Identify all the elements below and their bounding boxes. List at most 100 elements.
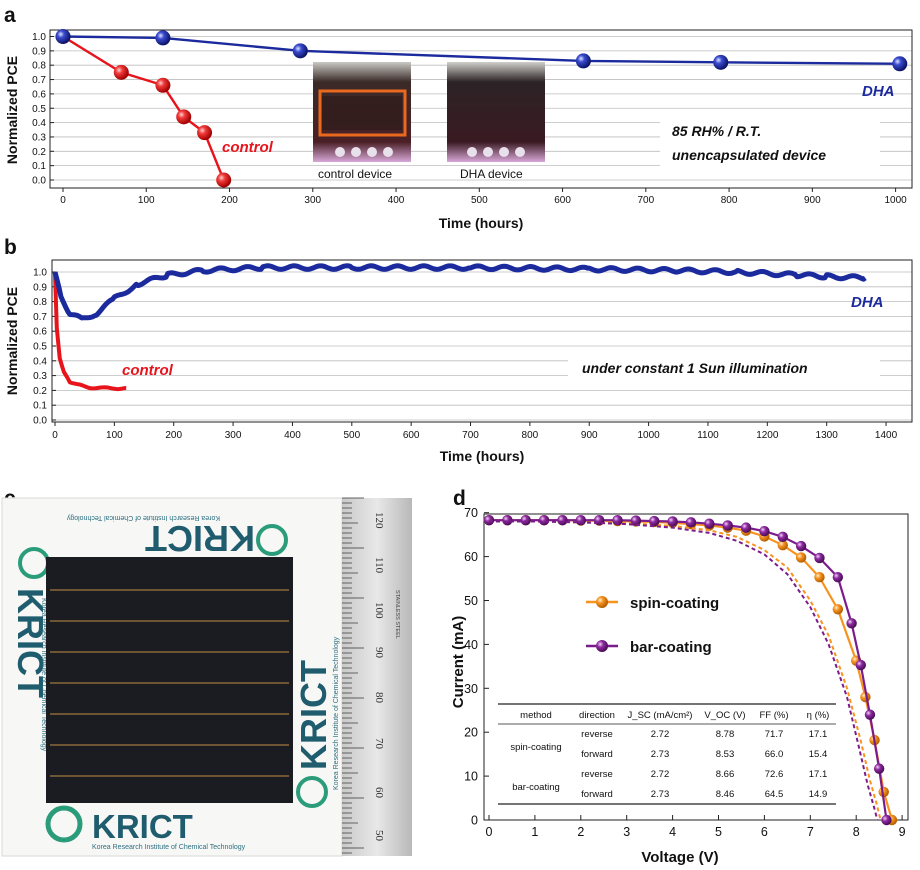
krict-logo-left: KRICT Korea Research Institute of Chemic…: [10, 547, 51, 752]
solar-module: [46, 557, 293, 803]
table-cell: 8.78: [716, 729, 735, 740]
annotation-box-b: [568, 354, 880, 380]
table-body: spin-coating reverse 2.72 8.78 71.7 17.1 forwa…: [510, 729, 827, 800]
ruler-number: 120: [373, 512, 385, 529]
table-cell: 17.1: [809, 729, 828, 740]
x-tick-label-a: 1000: [884, 195, 907, 206]
table-cell: reverse: [581, 729, 613, 740]
data-point-bar-coating-reverse: [520, 514, 531, 526]
module-stripes: [50, 589, 289, 777]
data-point-control-a: [155, 77, 171, 93]
y-tick-label-b: 0.6: [33, 327, 47, 338]
series-label-dha-a: DHA: [862, 83, 895, 100]
data-point-spin-coating-reverse: [795, 552, 807, 563]
series-label-dha-b: DHA: [851, 294, 884, 311]
x-tick-label-a: 800: [721, 195, 738, 206]
y-tick-label-b: 0.3: [33, 371, 47, 382]
panel-letter-b: b: [4, 236, 17, 259]
x-tick-label-b: 1100: [697, 430, 719, 441]
data-point-bar-coating-reverse: [630, 515, 642, 526]
table-cell: 72.6: [765, 769, 784, 780]
x-tick-label-a: 300: [304, 195, 321, 206]
chart-b-ylabel: Normalized PCE: [4, 287, 20, 395]
chart-a: 0.0 0.1 0.2 0.3 0.4 0.5 0.6 0.7 0.8 0.9 1.0 0 100 200…: [4, 29, 913, 231]
x-tick-label-d: 5: [715, 825, 722, 839]
ruler-number: 60: [373, 787, 385, 799]
chart-a-frame: [49, 29, 913, 189]
chart-a-series: [55, 29, 908, 188]
table-cell: 64.5: [765, 789, 784, 800]
x-tick-label-b: 300: [225, 430, 242, 441]
x-tick-label-a: 100: [138, 195, 155, 206]
table-cell: 2.72: [651, 769, 670, 780]
data-point-control-a: [176, 109, 192, 125]
y-tick-label-d: 70: [464, 506, 478, 520]
caption-control-device: control device: [318, 167, 392, 181]
y-tick-label-b: 0.7: [33, 312, 47, 323]
y-tick-label-a: 0.3: [32, 132, 46, 143]
data-point-spin-coating-reverse: [777, 539, 788, 551]
table-cell: 2.73: [651, 749, 670, 760]
data-point-bar-coating-reverse: [777, 531, 788, 543]
data-point-spin-coating-reverse: [832, 604, 844, 615]
table-cell: 2.73: [651, 789, 670, 800]
table-cell: 17.1: [809, 769, 828, 780]
legend-label-spin: spin-coating: [630, 595, 719, 612]
y-tick-label-b: 0.2: [33, 386, 47, 397]
y-tick-label-b: 0.9: [33, 282, 47, 293]
x-tick-label-d: 2: [577, 825, 584, 839]
inset-dha-device: DHA device: [447, 62, 545, 181]
x-tick-label-b: 1000: [637, 430, 660, 441]
data-point-bar-coating-reverse: [612, 514, 623, 526]
y-tick-label-a: 0.2: [32, 147, 46, 158]
chart-b-frame: [51, 259, 913, 423]
data-point-bar-coating-reverse: [502, 514, 513, 526]
data-point-bar-coating-reverse: [704, 518, 715, 529]
x-tick-label-b: 100: [106, 430, 123, 441]
x-tick-label-a: 900: [804, 195, 821, 206]
data-point-bar-coating-reverse: [667, 516, 678, 527]
ruler-brand: STAINLESS STEEL: [394, 590, 400, 639]
y-tick-label-a: 0.5: [32, 104, 46, 115]
data-point-bar-coating-reverse: [722, 520, 733, 531]
x-tick-label-b: 700: [462, 430, 479, 441]
y-tick-label-a: 0.4: [32, 118, 46, 129]
series-label-control-a: control: [222, 139, 274, 156]
series-line-bar-coating-forward: [489, 520, 879, 821]
chart-d: 0 10 20 30 40 50 60 70 0 1 2 3 4 5 6 7 8 9 spin-coating b…: [450, 506, 909, 866]
data-point-dha-a: [713, 54, 729, 70]
data-point-dha-a: [575, 53, 591, 69]
chart-a-ylabel: Normalized PCE: [4, 56, 20, 164]
x-tick-label-b: 800: [522, 430, 539, 441]
table-cell-method: bar-coating: [512, 782, 560, 793]
krict-logo-left-text: KRICT: [10, 588, 51, 698]
data-point-bar-coating-reverse: [759, 525, 770, 537]
chart-b: 0.0 0.1 0.2 0.3 0.4 0.5 0.6 0.7 0.8 0.9 1.0 0 100 200…: [4, 259, 913, 464]
series-line-dha-b: [52, 263, 867, 321]
ruler-numbers: 120 110 100 90 80 70 60 50: [373, 512, 385, 842]
table-cell: 15.4: [809, 749, 828, 760]
chart-d-frame: [483, 513, 909, 821]
annotation-box-a: [660, 116, 880, 166]
krict-logo-left-subtext: Korea Research Institute of Chemical Tec…: [40, 598, 47, 752]
table-cell: 8.53: [716, 749, 735, 760]
data-point-bar-coating-reverse: [538, 514, 550, 526]
krict-logo-bottom: KRICT Korea Research Institute of Chemic…: [45, 805, 246, 851]
dha-device-photo: [447, 62, 545, 162]
data-point-bar-coating-reverse: [557, 514, 568, 526]
table-header-ff: FF (%): [759, 710, 788, 721]
data-point-bar-coating-reverse: [740, 522, 752, 533]
x-tick-label-b: 400: [284, 430, 301, 441]
caption-dha-device: DHA device: [460, 167, 523, 181]
x-tick-label-a: 700: [637, 195, 654, 206]
y-tick-label-a: 0.1: [32, 161, 46, 172]
table-cell: forward: [581, 749, 613, 760]
krict-logo-bottom-text: KRICT: [92, 808, 193, 845]
chart-b-xlabel: Time (hours): [440, 448, 525, 464]
annotation-unencapsulated: unencapsulated device: [672, 147, 826, 163]
data-point-bar-coating-reverse: [575, 514, 586, 526]
krict-logo-top: KRICT Korea Research Institute of Chemic…: [66, 514, 288, 559]
data-point-bar-coating-reverse: [483, 514, 495, 526]
y-tick-label-a: 0.0: [32, 176, 46, 187]
legend-label-bar: bar-coating: [630, 639, 712, 656]
